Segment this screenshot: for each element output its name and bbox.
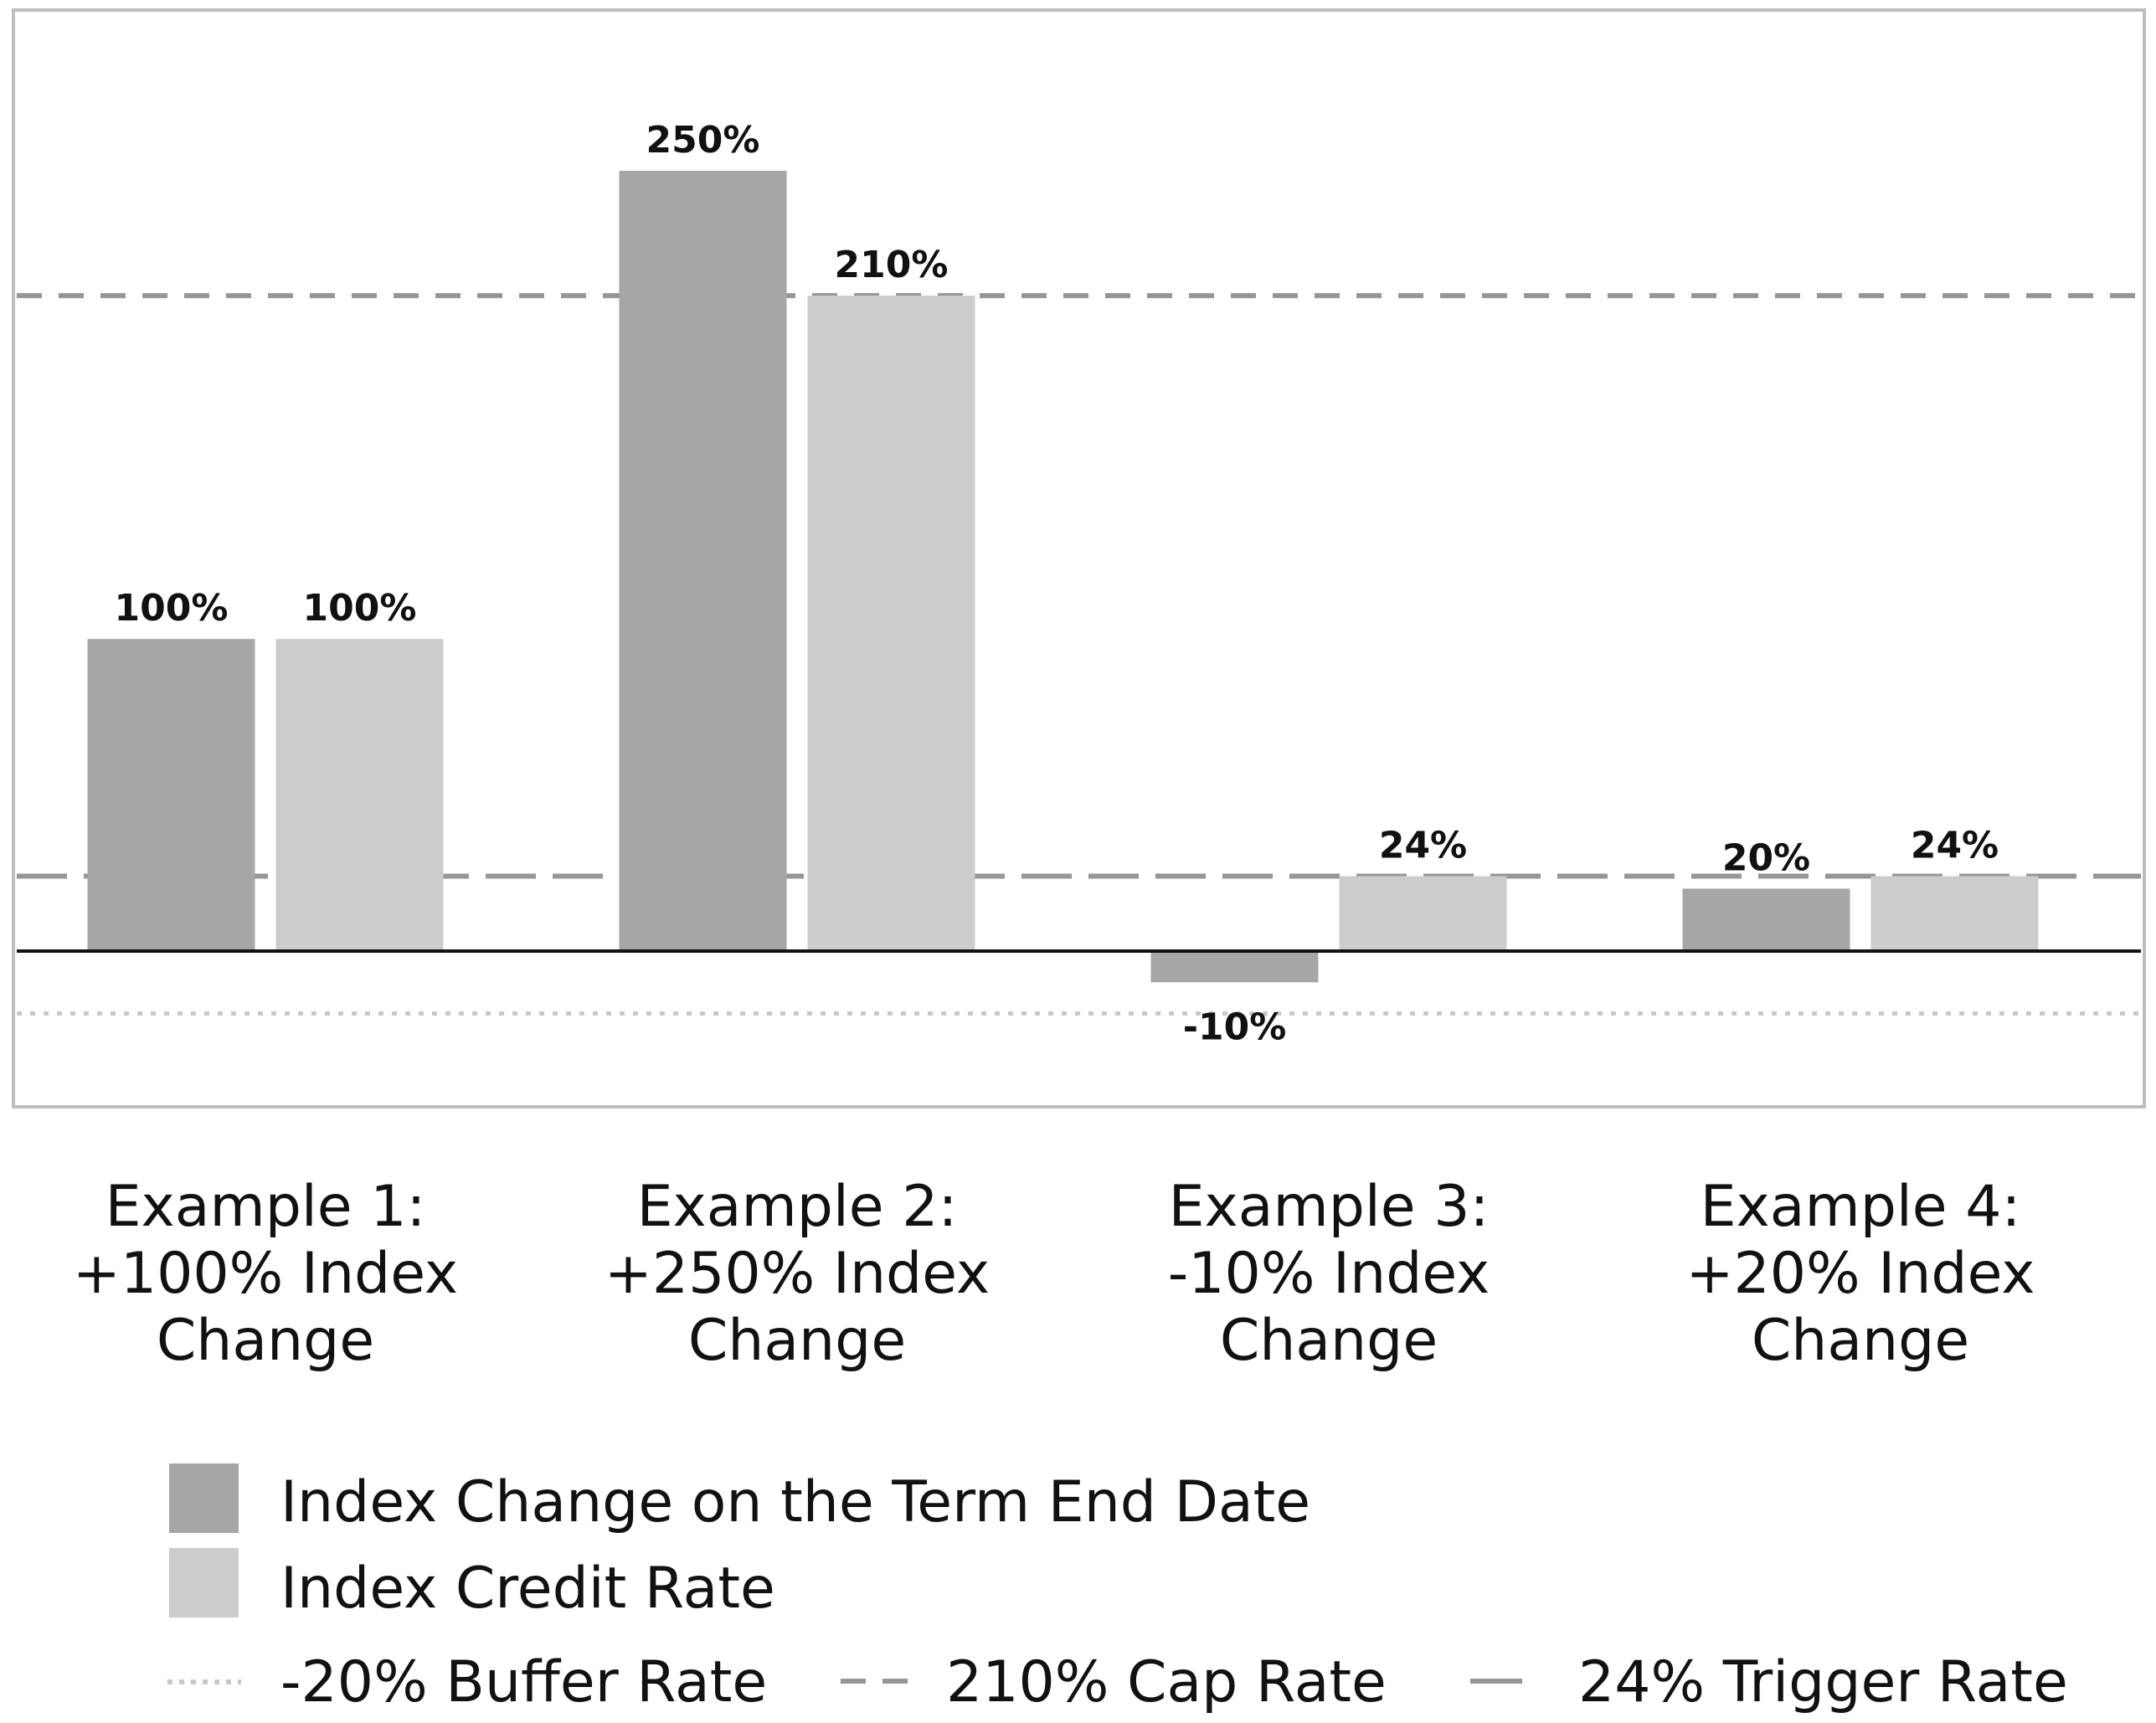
legend-label-buffer-rate: -20% Buffer Rate — [280, 1649, 768, 1715]
category-label-line: +250% Index — [604, 1241, 991, 1307]
plot-border — [12, 8, 2146, 1108]
legend-swatch-index-change — [169, 1463, 239, 1533]
category-label-line: -10% Index — [1167, 1241, 1490, 1307]
legend-label-trigger-rate: 24% Trigger Rate — [1578, 1649, 2068, 1715]
bar-s1-example-2 — [619, 171, 787, 951]
bar-s1-example-3 — [1150, 951, 1319, 983]
category-label-line: +100% Index — [72, 1241, 459, 1307]
category-label-example-3: Example 3: -10% Index Change — [1094, 1174, 1563, 1375]
category-label-example-2: Example 2: +250% Index Change — [563, 1174, 1032, 1375]
bar-s1-example-1 — [87, 639, 255, 951]
bar-s2-example-4 — [1870, 876, 2039, 951]
data-label-s1-example-4: 20% — [1722, 836, 1810, 879]
category-label-line: Example 2: — [636, 1174, 958, 1240]
data-label-s1-example-2: 250% — [646, 119, 760, 162]
data-label-s2-example-2: 210% — [835, 244, 949, 286]
category-label-example-1: Example 1: +100% Index Change — [31, 1174, 500, 1375]
legend-label-index-credit-rate: Index Credit Rate — [280, 1556, 775, 1622]
data-label-s2-example-1: 100% — [303, 587, 417, 630]
bar-s2-example-1 — [275, 639, 444, 951]
legend-line-buffer-rate — [167, 1679, 241, 1684]
category-label-line: Change — [1219, 1308, 1438, 1374]
legend-line-cap-rate — [841, 1679, 921, 1684]
category-label-example-4: Example 4: +20% Index Change — [1626, 1174, 2095, 1375]
data-label-s2-example-4: 24% — [1911, 825, 1999, 867]
data-label-s1-example-3: -10% — [1183, 1006, 1287, 1048]
category-label-line: +20% Index — [1685, 1241, 2035, 1307]
category-label-line: Example 3: — [1168, 1174, 1490, 1240]
bar-s1-example-4 — [1682, 888, 1850, 951]
category-label-line: Example 1: — [105, 1174, 426, 1240]
legend-swatch-index-credit-rate — [169, 1548, 239, 1618]
category-label-line: Example 4: — [1700, 1174, 2021, 1240]
category-label-line: Change — [687, 1308, 907, 1374]
data-label-s2-example-3: 24% — [1379, 825, 1467, 867]
legend-line-trigger-rate — [1470, 1679, 1522, 1684]
legend-label-index-change: Index Change on the Term End Date — [280, 1469, 1311, 1535]
category-label-line: Change — [156, 1308, 375, 1374]
category-label-line: Change — [1751, 1308, 1970, 1374]
data-label-s1-example-1: 100% — [115, 587, 229, 630]
legend-label-cap-rate: 210% Cap Rate — [946, 1649, 1387, 1715]
bar-s2-example-2 — [807, 296, 975, 951]
bar-s2-example-3 — [1339, 876, 1507, 951]
